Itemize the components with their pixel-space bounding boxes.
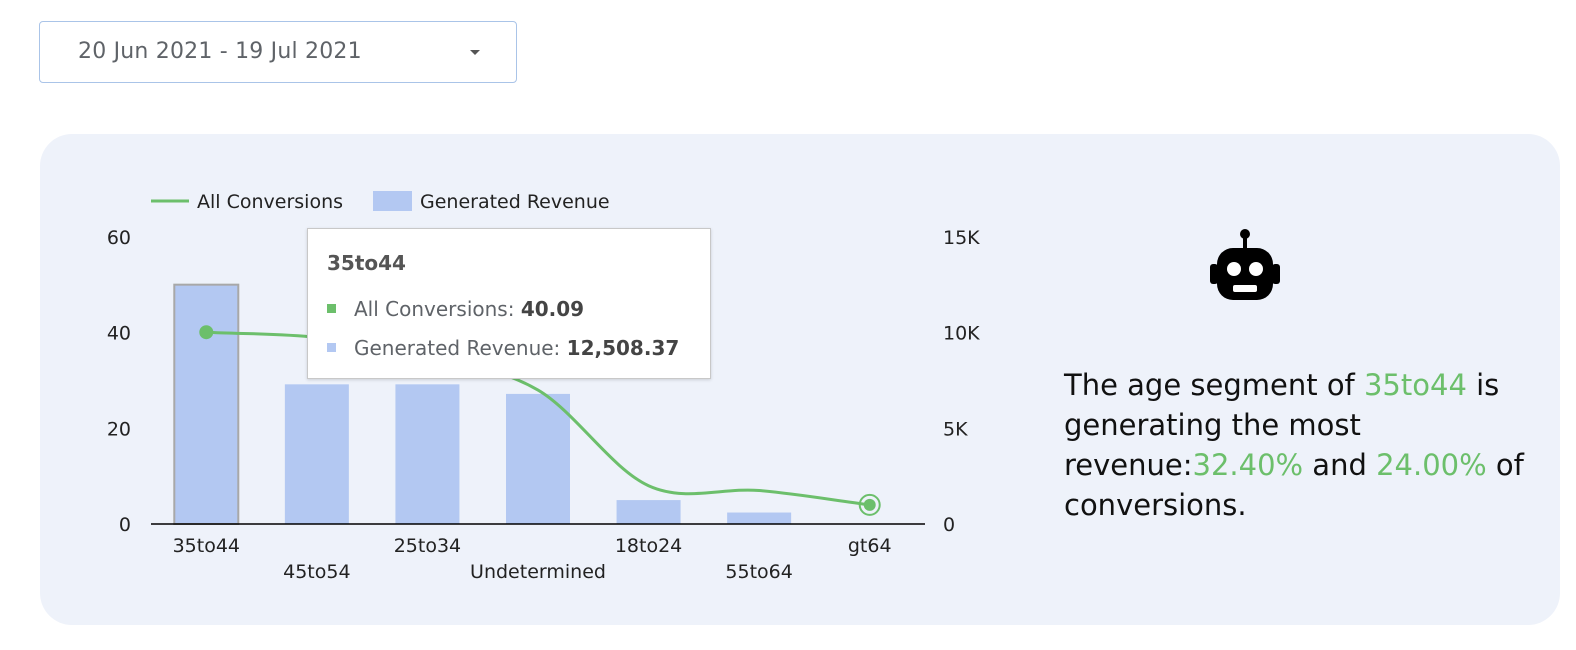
insight-text: The age segment of 35to44 is generating …	[1064, 365, 1534, 525]
tooltip-row-conversions: All Conversions: 40.09	[327, 297, 584, 321]
insight-conversions-pct: 24.00%	[1376, 448, 1487, 482]
x-tick-label: 18to24	[615, 535, 682, 557]
chart-card	[40, 134, 1560, 625]
y-left-tick-label: 60	[107, 227, 131, 249]
bar-55to64	[727, 512, 792, 524]
legend-bar-swatch	[373, 191, 412, 211]
insight-part-1: The age segment of	[1064, 368, 1364, 402]
insight-revenue-pct: 32.40%	[1192, 448, 1304, 482]
insight-part-4: of conversions.	[1064, 448, 1524, 522]
insight-part-3: and	[1303, 448, 1377, 482]
y-right-tick-label: 0	[943, 514, 955, 536]
chart-tooltip: 35to44 All Conversions: 40.09 Generated …	[307, 228, 711, 379]
tooltip-row1-label: All Conversions:	[354, 297, 515, 321]
bar-45to54	[284, 384, 349, 524]
revenue-swatch	[327, 343, 336, 352]
conversions-swatch	[327, 304, 336, 313]
y-right-tick-label: 5K	[943, 418, 968, 440]
legend-label-conversions: All Conversions	[197, 191, 343, 213]
y-left-tick-label: 20	[107, 418, 131, 440]
y-right-tick-label: 15K	[943, 227, 980, 249]
tooltip-row1-value: 40.09	[520, 297, 585, 321]
tooltip-row2-label: Generated Revenue:	[354, 336, 561, 360]
legend-label-revenue: Generated Revenue	[420, 191, 610, 213]
y-right-tick-label: 10K	[943, 323, 980, 345]
tooltip-row2-value: 12,508.37	[566, 336, 680, 360]
chart-legend: All Conversions Generated Revenue	[151, 191, 610, 213]
tooltip-title: 35to44	[327, 251, 406, 275]
bar-Undetermined	[506, 393, 570, 524]
chevron-down-icon[interactable]	[470, 50, 480, 55]
x-tick-label: 25to34	[394, 535, 461, 557]
insight-part-2: is generating the most revenue:	[1064, 368, 1500, 482]
bar-18to24	[616, 500, 681, 524]
point-gt64	[863, 498, 876, 511]
y-left-tick-label: 40	[107, 323, 131, 345]
y-left-tick-label: 0	[119, 514, 131, 536]
point-35to44	[199, 325, 214, 340]
x-tick-label: Undetermined	[470, 561, 606, 583]
date-range-picker[interactable]: 20 Jun 2021 - 19 Jul 2021	[39, 21, 517, 83]
robot-icon	[1210, 229, 1280, 300]
x-tick-label: 45to54	[283, 561, 350, 583]
bar-series	[173, 283, 792, 525]
axis-ticks: 35to44 45to54 25to34 Undetermined 18to24 55to…	[107, 227, 980, 583]
date-range-label: 20 Jun 2021 - 19 Jul 2021	[78, 39, 362, 64]
x-tick-label: gt64	[848, 535, 892, 557]
x-tick-label: 55to64	[725, 561, 792, 583]
bar-35to44	[173, 283, 240, 525]
insight-segment: 35to44	[1363, 368, 1467, 402]
x-tick-label: 35to44	[173, 535, 240, 557]
tooltip-row-revenue: Generated Revenue: 12,508.37	[327, 336, 679, 360]
point-ring-gt64	[858, 493, 881, 516]
bar-25to34	[395, 384, 460, 524]
